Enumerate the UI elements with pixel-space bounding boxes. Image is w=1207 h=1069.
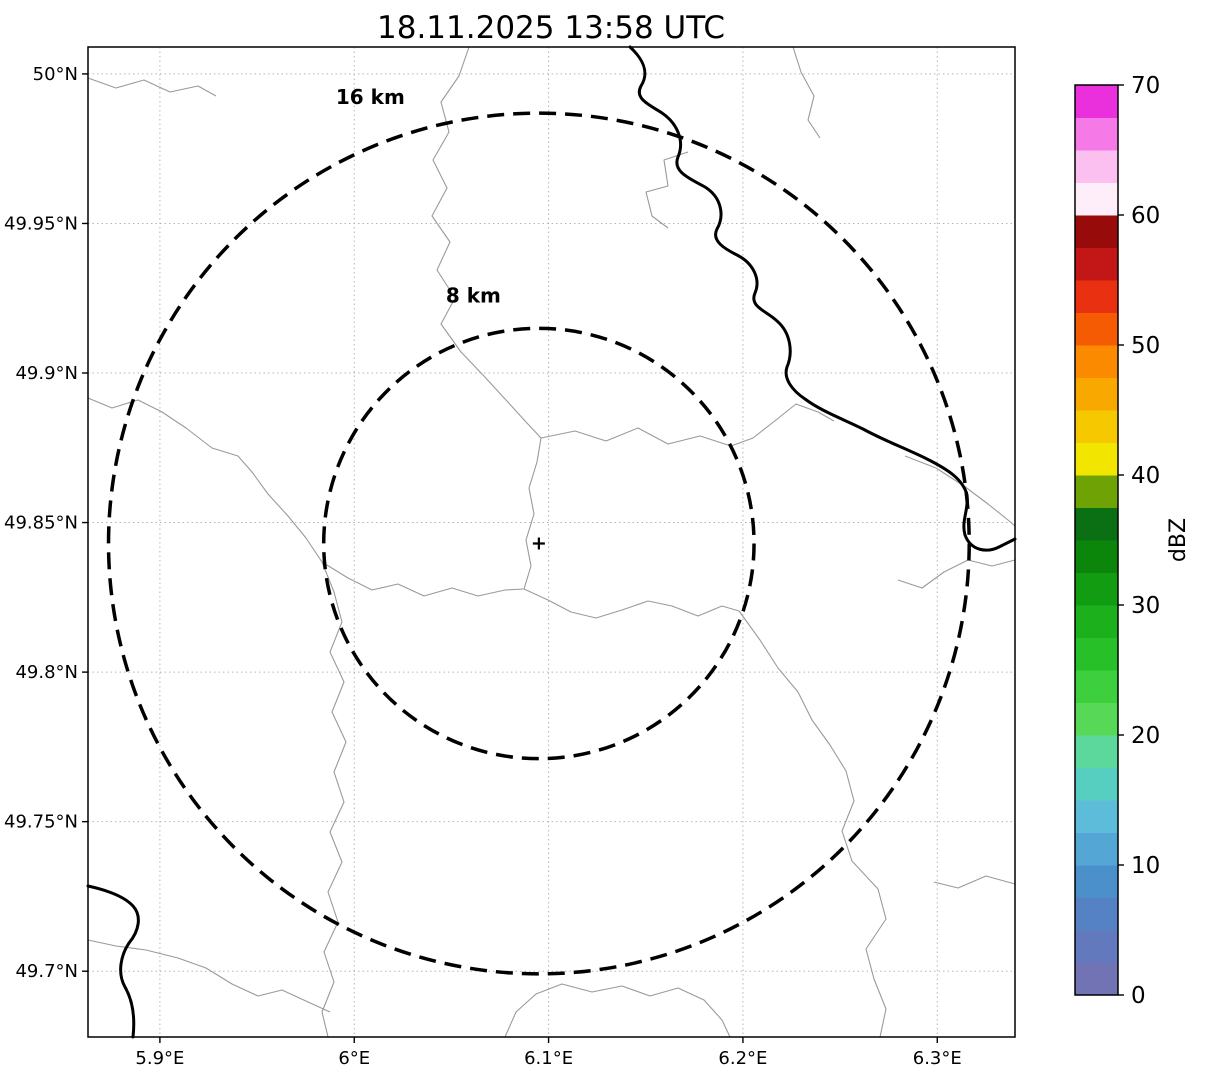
colorbar-segment: [1075, 962, 1118, 996]
boundary-line: [645, 151, 689, 229]
admin-boundaries: [87, 46, 1016, 1038]
boundary-line: [321, 561, 525, 597]
y-tick-label: 50°N: [33, 64, 78, 85]
colorbar-segment: [1075, 85, 1118, 118]
grid-lines: [88, 47, 1015, 1037]
colorbar-segment: [1075, 117, 1118, 151]
axis-ticks: 5.9°E 6°E 6.1°E 6.2°E 6.3°E 50°N 49.95°N 49.9°N…: [4, 64, 962, 1069]
boundary-line: [540, 403, 835, 447]
x-tick-label: 5.9°E: [135, 1048, 184, 1069]
boundary-line: [504, 983, 731, 1038]
x-tick-label: 6.1°E: [524, 1048, 573, 1069]
y-tick-label: 49.9°N: [15, 363, 78, 384]
colorbar-segment: [1075, 280, 1118, 313]
boundary-line: [321, 561, 347, 1038]
boundary-line: [523, 588, 740, 619]
colorbar: [1074, 84, 1119, 996]
range-rings: 8 km 16 km: [106, 85, 971, 976]
colorbar-segment: [1075, 800, 1118, 833]
x-tick-label: 6.2°E: [718, 1048, 767, 1069]
y-tick-label: 49.8°N: [15, 662, 78, 683]
figure-title: 18.11.2025 13:58 UTC: [377, 10, 725, 46]
colorbar-segment: [1075, 475, 1118, 508]
colorbar-segment: [1075, 605, 1118, 638]
boundary-line: [904, 455, 1016, 527]
colorbar-segment: [1075, 215, 1118, 248]
colorbar-unit-label: dBZ: [1166, 518, 1191, 562]
boundary-line: [792, 46, 821, 139]
colorbar-segment: [1075, 637, 1118, 671]
colorbar-segment: [1075, 670, 1118, 703]
range-ring-label: 16 km: [336, 85, 405, 109]
x-tick-label: 6°E: [338, 1048, 370, 1069]
y-tick-label: 49.7°N: [15, 961, 78, 982]
map-axes-frame: [87, 46, 1016, 1038]
range-ring-8km: [321, 326, 756, 761]
border-river-lines: [86, 45, 1017, 1039]
colorbar-segment: [1075, 832, 1118, 866]
boundary-line: [87, 397, 323, 563]
colorbar-segment: [1075, 930, 1118, 963]
colorbar-segment: [1075, 572, 1118, 606]
colorbar-tick-label: 30: [1131, 593, 1160, 619]
colorbar-tick-label: 40: [1131, 463, 1160, 489]
colorbar-segment: [1075, 377, 1118, 411]
y-tick-label: 49.85°N: [4, 513, 78, 534]
colorbar-tick-label: 0: [1131, 983, 1146, 1009]
colorbar-ticks: 0 10 20 30 40 50 60 70: [1118, 73, 1160, 1009]
colorbar-segment: [1075, 735, 1118, 768]
y-tick-label: 49.95°N: [4, 213, 78, 234]
colorbar-segment: [1075, 865, 1118, 898]
colorbar-segment: [1075, 507, 1118, 541]
radar-center-marker: [532, 537, 545, 550]
boundary-line: [431, 46, 542, 439]
colorbar-segment: [1075, 897, 1118, 931]
boundary-line: [738, 610, 887, 1038]
colorbar-segment: [1075, 182, 1118, 216]
colorbar-segment: [1075, 410, 1118, 443]
colorbar-segment: [1075, 247, 1118, 281]
y-tick-label: 49.75°N: [4, 812, 78, 833]
river-border-line: [86, 884, 140, 1039]
colorbar-segment: [1075, 150, 1118, 183]
boundary-line: [523, 437, 542, 590]
boundary-line: [87, 77, 217, 97]
range-ring-16km: [106, 111, 971, 976]
colorbar-tick-label: 60: [1131, 203, 1160, 229]
colorbar-tick-label: 70: [1131, 73, 1160, 99]
colorbar-segment: [1075, 345, 1118, 378]
colorbar-segment: [1075, 767, 1118, 801]
range-ring-label: 8 km: [446, 283, 501, 307]
colorbar-segment: [1075, 312, 1118, 346]
colorbar-segment: [1075, 442, 1118, 476]
boundary-line: [87, 939, 331, 1013]
boundary-line: [933, 875, 1016, 889]
river-border-line: [628, 45, 1017, 552]
x-tick-label: 6.3°E: [913, 1048, 962, 1069]
boundary-line: [897, 559, 1016, 589]
colorbar-tick-label: 50: [1131, 333, 1160, 359]
colorbar-tick-label: 20: [1131, 723, 1160, 749]
colorbar-segment: [1075, 702, 1118, 736]
colorbar-tick-label: 10: [1131, 853, 1160, 879]
colorbar-segment: [1075, 540, 1118, 573]
colorbar-frame: [1074, 84, 1119, 996]
